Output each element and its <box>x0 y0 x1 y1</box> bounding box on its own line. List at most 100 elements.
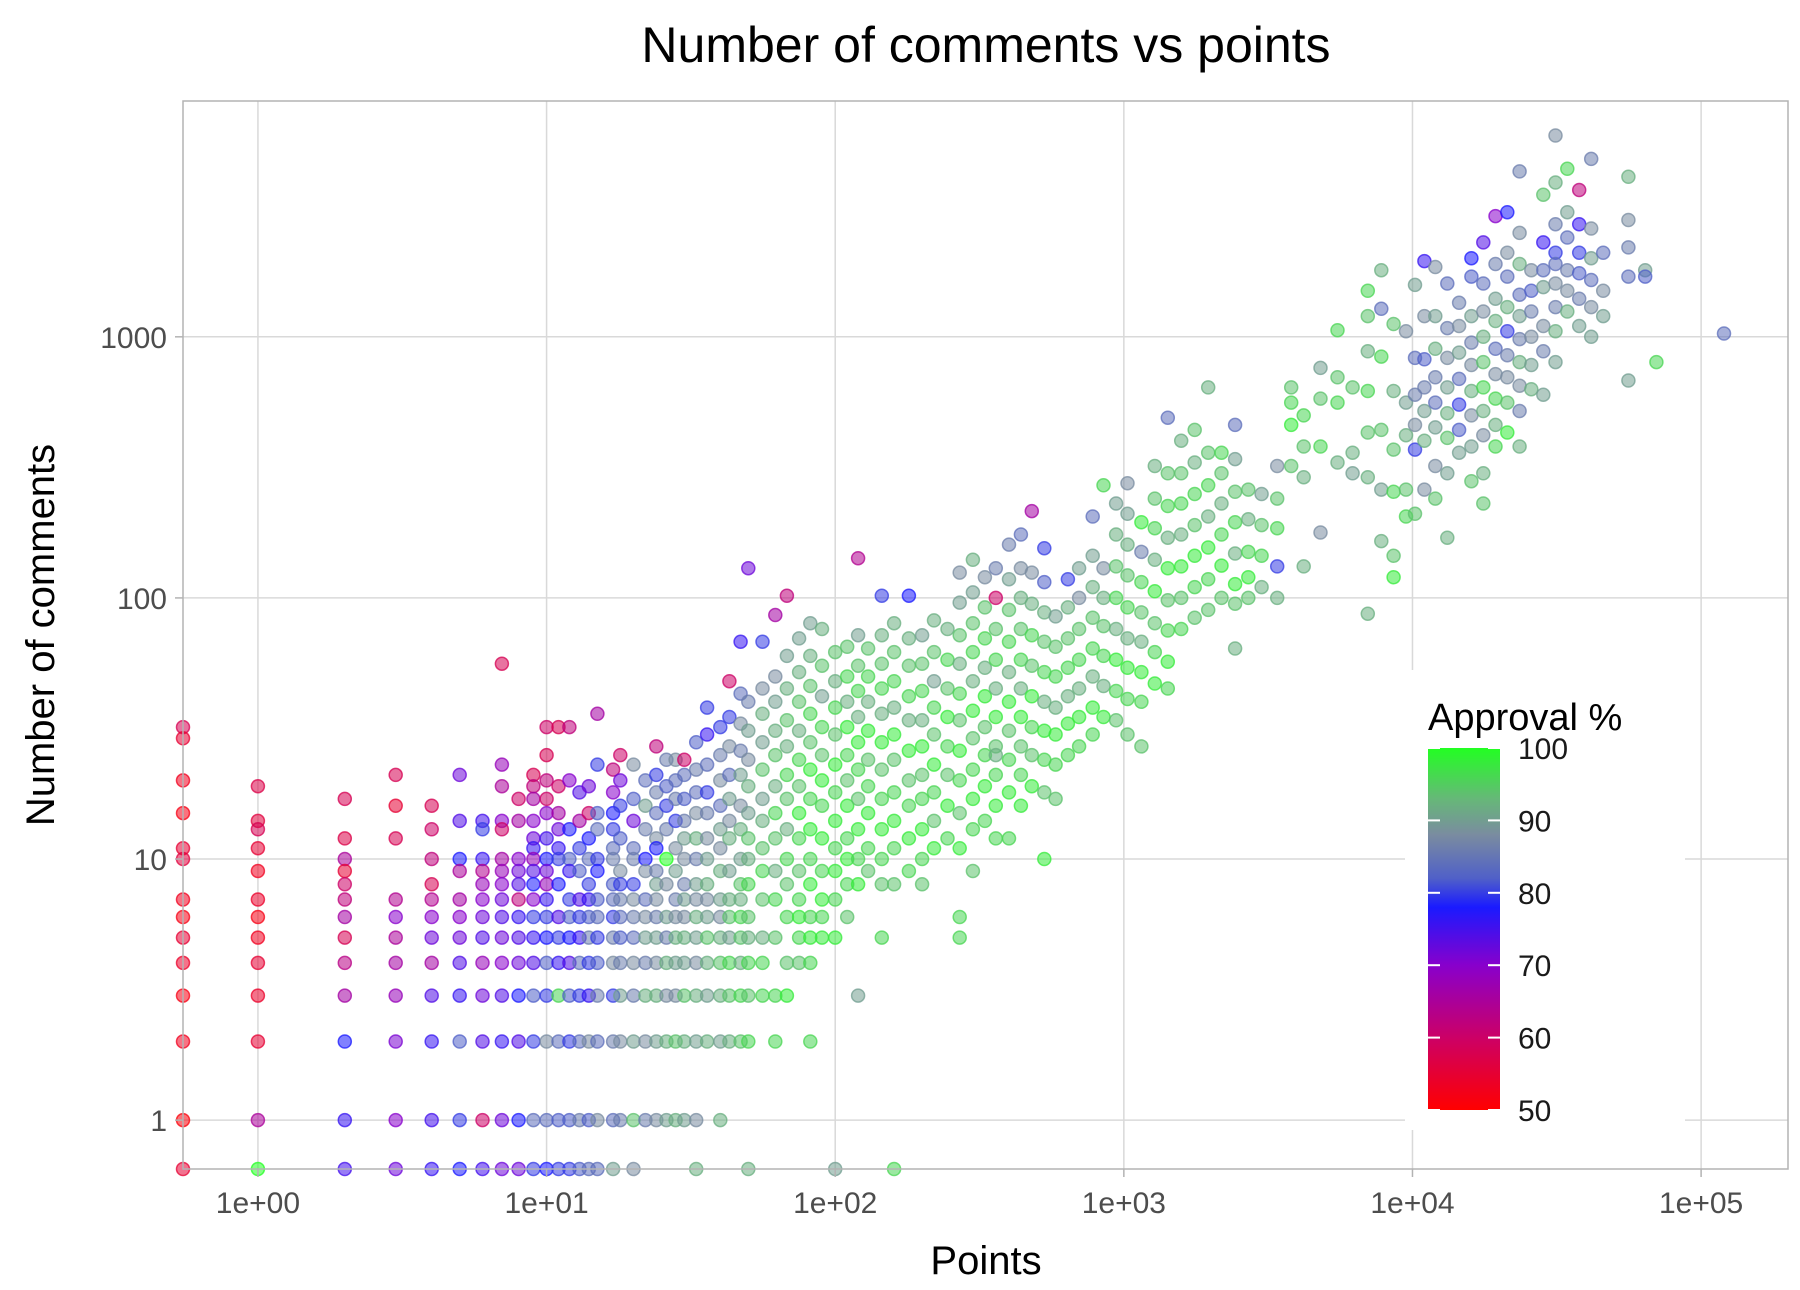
data-point <box>1560 161 1575 177</box>
data-point <box>539 1112 554 1128</box>
data-point <box>494 909 510 925</box>
data-point <box>562 822 577 837</box>
data-point <box>1571 182 1587 198</box>
data-point <box>1548 216 1563 232</box>
data-point <box>779 739 795 754</box>
data-point <box>1500 324 1515 339</box>
data-point <box>1134 739 1149 754</box>
data-point <box>539 863 554 879</box>
data-point <box>886 785 902 800</box>
data-point <box>827 785 843 800</box>
data-point <box>388 892 403 907</box>
data-point <box>475 1034 490 1049</box>
data-point <box>494 892 510 907</box>
data-point <box>250 1034 266 1049</box>
data-point <box>791 892 807 907</box>
data-point <box>1200 445 1216 460</box>
data-point <box>475 955 490 971</box>
data-point <box>1024 627 1040 643</box>
data-point <box>1407 442 1423 457</box>
data-point <box>494 955 510 971</box>
data-point <box>791 664 807 680</box>
data-point <box>860 805 876 821</box>
data-point <box>1451 345 1467 360</box>
data-point <box>768 930 783 945</box>
data-point <box>539 988 554 1003</box>
data-point <box>1241 569 1256 585</box>
data-point <box>539 930 554 945</box>
data-point <box>1108 683 1124 699</box>
data-point <box>1001 602 1017 618</box>
data-point <box>1330 370 1345 385</box>
data-point <box>1085 610 1100 625</box>
chart-title: Number of comments vs points <box>641 17 1330 73</box>
data-point <box>1147 520 1163 536</box>
x-axis-ticks: 1e+00 1e+01 1e+02 1e+03 1e+04 1e+05 <box>216 1169 1743 1220</box>
data-point <box>1001 634 1017 649</box>
data-point <box>494 1112 510 1128</box>
data-point <box>626 791 641 807</box>
data-point <box>1108 713 1124 728</box>
data-point <box>562 719 577 735</box>
data-point <box>768 892 783 907</box>
data-point <box>605 785 621 800</box>
data-point <box>874 791 890 807</box>
data-point <box>1071 621 1087 637</box>
data-point <box>768 1034 783 1049</box>
data-point <box>803 955 818 971</box>
data-point <box>1500 395 1515 410</box>
data-point <box>1621 169 1636 185</box>
data-point <box>1560 262 1575 278</box>
data-point <box>562 773 577 788</box>
x-tick-label: 1e+02 <box>793 1187 877 1220</box>
data-point <box>1200 509 1216 524</box>
data-point <box>475 877 490 892</box>
data-point <box>965 644 981 660</box>
data-point <box>1464 308 1479 324</box>
data-point <box>741 694 756 710</box>
data-point <box>1524 283 1539 299</box>
data-point <box>511 877 526 892</box>
data-point <box>1374 533 1389 549</box>
data-point <box>940 767 955 783</box>
data-point <box>388 831 403 846</box>
data-point <box>1451 422 1467 438</box>
data-point <box>626 851 641 867</box>
data-point <box>1013 590 1029 606</box>
data-point <box>926 840 942 856</box>
data-point <box>1571 318 1587 334</box>
data-point <box>926 673 942 689</box>
data-point <box>1476 329 1491 345</box>
data-point <box>1001 571 1017 587</box>
data-point <box>839 909 855 925</box>
data-point <box>626 813 641 829</box>
data-point <box>511 892 526 907</box>
data-point <box>494 930 510 945</box>
data-point <box>1440 350 1455 366</box>
data-point <box>1548 354 1563 370</box>
data-point <box>539 791 554 807</box>
data-point <box>755 863 770 879</box>
data-point <box>1583 221 1599 236</box>
data-point <box>668 840 683 856</box>
data-point <box>741 831 756 846</box>
legend-tick-label: 70 <box>1518 950 1551 983</box>
data-point <box>1360 469 1376 485</box>
data-point <box>779 791 795 807</box>
data-point <box>526 778 541 794</box>
data-point <box>1488 391 1503 406</box>
data-point <box>1200 540 1216 555</box>
data-point <box>1560 283 1575 299</box>
data-point <box>677 831 692 846</box>
data-point <box>952 627 967 643</box>
data-point <box>1214 590 1229 606</box>
data-point <box>1524 329 1539 345</box>
data-point <box>874 588 890 603</box>
data-point <box>1085 700 1100 715</box>
data-point <box>860 840 876 856</box>
data-point <box>1147 644 1163 660</box>
data-point <box>1134 544 1149 560</box>
data-point <box>1269 590 1285 606</box>
data-point <box>590 822 605 837</box>
data-point <box>1085 548 1100 564</box>
